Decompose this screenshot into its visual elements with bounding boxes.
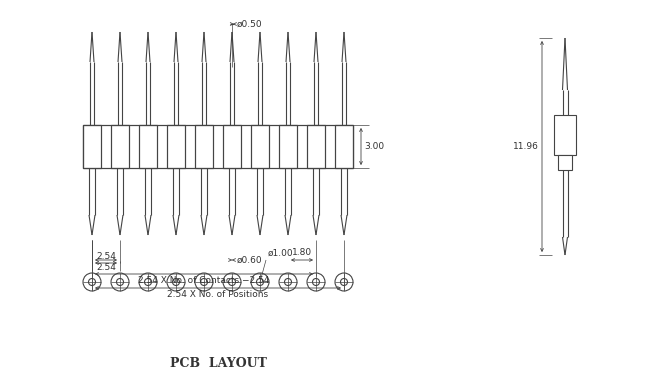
Text: 2.54: 2.54 xyxy=(96,252,116,261)
Bar xyxy=(279,125,297,168)
Bar xyxy=(558,155,572,170)
Bar xyxy=(279,125,297,168)
Bar xyxy=(307,125,325,168)
Bar xyxy=(111,125,129,168)
Bar xyxy=(223,125,241,168)
Bar xyxy=(335,125,353,168)
Bar xyxy=(167,125,185,168)
Bar xyxy=(139,125,157,168)
Text: PCB  LAYOUT: PCB LAYOUT xyxy=(169,357,266,370)
Text: 2.54 X No. of Contacts −2.54: 2.54 X No. of Contacts −2.54 xyxy=(138,276,269,285)
Bar xyxy=(251,125,269,168)
Bar xyxy=(251,125,269,168)
Bar xyxy=(83,125,101,168)
Text: 2.54 X No. of Positions: 2.54 X No. of Positions xyxy=(167,290,269,299)
Bar xyxy=(307,125,325,168)
Text: 1.80: 1.80 xyxy=(292,248,312,257)
Text: 3.00: 3.00 xyxy=(364,142,384,151)
Bar xyxy=(139,125,157,168)
Bar xyxy=(167,125,185,168)
Bar xyxy=(335,125,353,168)
Bar xyxy=(83,125,353,168)
Bar xyxy=(223,125,241,168)
Bar xyxy=(83,125,101,168)
Bar xyxy=(195,125,213,168)
Bar xyxy=(195,125,213,168)
Text: ø0.60: ø0.60 xyxy=(237,256,263,265)
Bar xyxy=(83,125,353,168)
Bar xyxy=(554,115,576,155)
Bar xyxy=(111,125,129,168)
Text: ø1.00: ø1.00 xyxy=(268,249,294,258)
Text: 2.54: 2.54 xyxy=(96,263,116,272)
Text: ø0.50: ø0.50 xyxy=(237,20,263,28)
Text: 11.96: 11.96 xyxy=(513,142,539,151)
